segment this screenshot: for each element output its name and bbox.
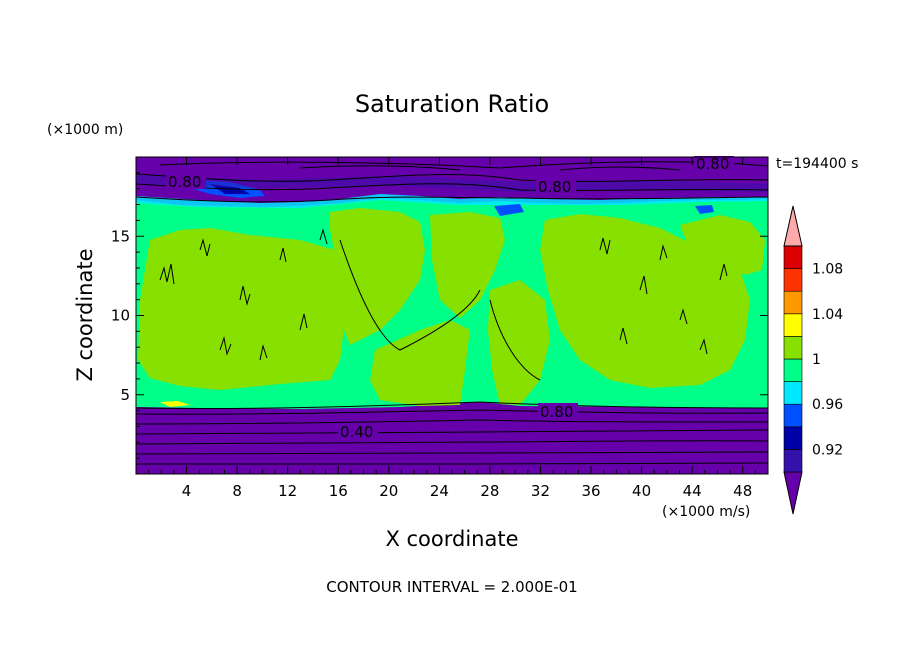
x-tick-label: 48 <box>733 482 752 500</box>
colorbar-segment <box>783 290 803 315</box>
colorbar-segment <box>783 313 803 337</box>
plot-area <box>136 157 768 474</box>
y-tick-label: 10 <box>111 307 130 325</box>
colorbar-label: 0.96 <box>812 397 843 413</box>
colorbar-segment <box>783 336 803 360</box>
colorbar-lower-triangle <box>783 471 803 515</box>
colorbar-segment <box>783 358 803 382</box>
x-tick-label: 8 <box>232 482 242 500</box>
colorbar-upper-triangle <box>783 205 803 247</box>
contour-label: 0.80 <box>538 178 571 196</box>
x-tick-label: 12 <box>278 482 297 500</box>
green-patch <box>138 228 350 390</box>
cloud-top-fringe <box>136 194 768 208</box>
contour-label: 0.80 <box>696 155 729 173</box>
time-label: t=194400 s <box>776 156 858 172</box>
x-unit-label: (×1000 m/s) <box>662 504 750 520</box>
colorbar-segment <box>783 381 803 405</box>
colorbar-label: 1.08 <box>812 262 843 278</box>
x-tick-label: 4 <box>182 482 192 500</box>
x-tick-label: 24 <box>430 482 449 500</box>
colorbar-segment <box>783 449 803 473</box>
green-patch <box>430 212 505 318</box>
colorbar-segment <box>783 245 803 269</box>
x-tick-label: 36 <box>581 482 600 500</box>
y-unit-label: (×1000 m) <box>47 122 123 138</box>
x-tick-label: 44 <box>683 482 702 500</box>
y-tick-label: 5 <box>120 386 130 404</box>
green-patch <box>488 280 550 405</box>
contour-label: 0.40 <box>340 423 373 441</box>
y-axis: 5 10 15 <box>111 172 768 459</box>
colorbar-segment <box>783 403 803 428</box>
contour-lines <box>136 161 768 465</box>
contour-label: 0.80 <box>168 173 201 191</box>
colorbar-label: 1 <box>812 352 821 368</box>
green-patch <box>680 215 765 275</box>
x-axis: 4 8 12 16 20 24 28 32 36 40 44 48 <box>148 157 756 500</box>
y-tick-label: 15 <box>111 227 130 245</box>
y-axis-label: Z coordinate <box>73 248 97 381</box>
green-patch <box>330 208 425 345</box>
x-tick-label: 40 <box>632 482 651 500</box>
green-patch <box>370 320 470 406</box>
yellow-patch <box>160 401 190 407</box>
colorbar: 0.92 0.96 1 1.04 1.08 <box>783 205 843 515</box>
x-tick-label: 20 <box>379 482 398 500</box>
colorbar-segment <box>783 426 803 450</box>
contour-labels: 0.40 0.80 0.80 0.80 0.80 <box>166 155 734 441</box>
green-patch <box>540 214 750 388</box>
colorbar-label: 0.92 <box>812 442 843 458</box>
colorbar-segment <box>783 268 803 292</box>
x-tick-label: 16 <box>329 482 348 500</box>
contour-interval-footer: CONTOUR INTERVAL = 2.000E-01 <box>326 578 577 596</box>
x-tick-label: 32 <box>531 482 550 500</box>
x-tick-label: 28 <box>480 482 499 500</box>
x-axis-label: X coordinate <box>385 527 518 551</box>
chart-title: Saturation Ratio <box>355 90 549 118</box>
blue-patch <box>494 204 524 216</box>
colorbar-label: 1.04 <box>812 307 843 323</box>
contour-label: 0.80 <box>540 403 573 421</box>
blue-patch <box>695 205 714 214</box>
